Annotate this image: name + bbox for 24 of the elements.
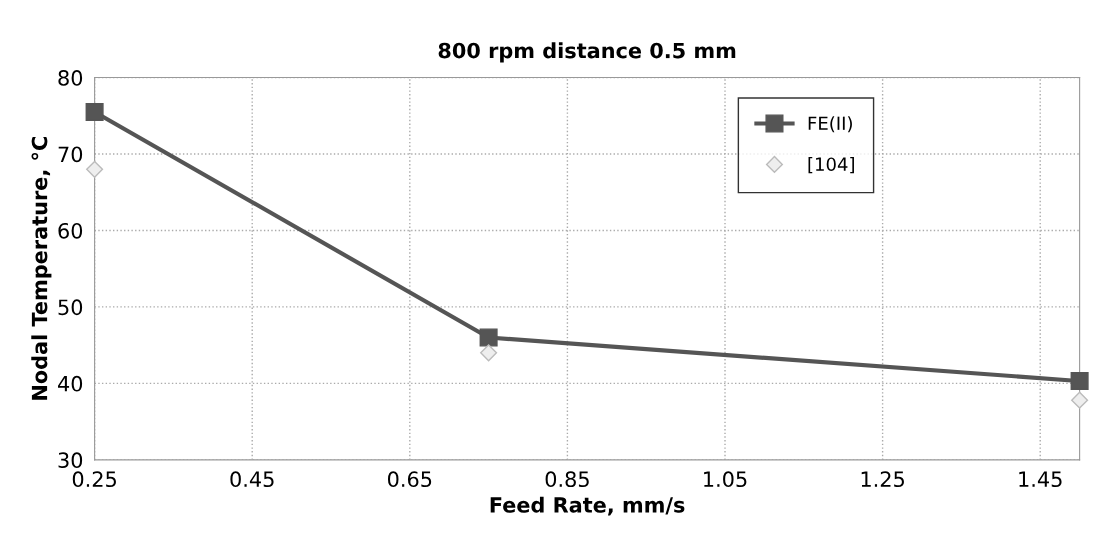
x-tick-label: 0.25 [72, 471, 116, 488]
y-tick-label: 80 [58, 70, 83, 86]
y-tick-label: 50 [58, 299, 83, 316]
y-tick-label: 60 [58, 222, 83, 239]
x-tick-label: 0.85 [545, 471, 589, 488]
y-axis-title: Nodal Temperature, °C [31, 137, 52, 400]
y-tick-label: 40 [58, 375, 83, 392]
legend-label: FE(II) [808, 116, 852, 133]
chart-title: 800 rpm distance 0.5 mm [438, 42, 736, 63]
y-tick-label: 30 [58, 452, 83, 469]
x-tick-label: 0.65 [387, 471, 432, 488]
point [479, 328, 498, 347]
point [1071, 391, 1089, 409]
x-tick-label: 1.25 [861, 471, 904, 488]
x-tick-label: 0.45 [230, 471, 274, 488]
point [1070, 372, 1089, 391]
x-axis-title: Feed Rate, mm/s [490, 496, 685, 516]
y-tick-label: 70 [58, 146, 83, 163]
point [85, 102, 104, 121]
point [480, 344, 498, 362]
x-tick-label: 1.05 [704, 471, 747, 488]
point [86, 160, 104, 178]
x-tick-label: 1.45 [1019, 471, 1062, 488]
legend-label: [104] [808, 157, 854, 174]
